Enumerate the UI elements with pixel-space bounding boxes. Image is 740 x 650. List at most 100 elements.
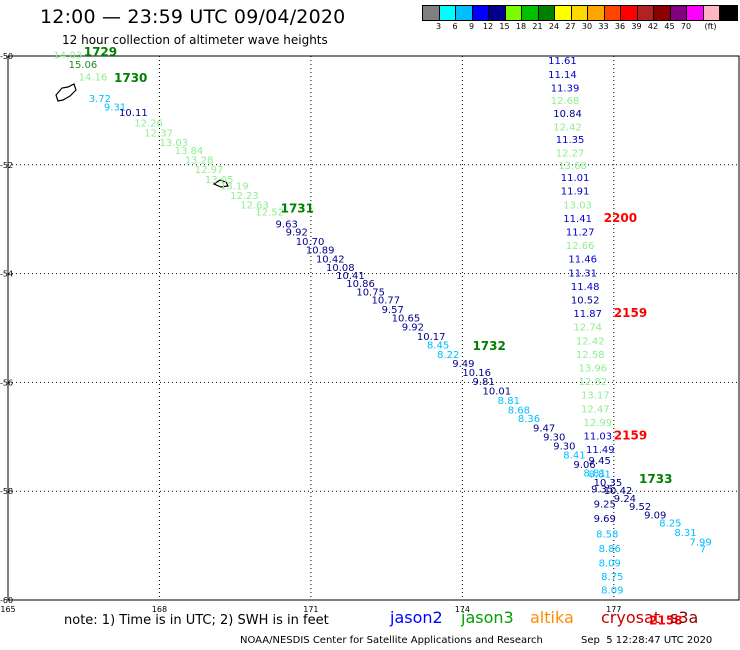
legend-cryosat: cryosat <box>601 608 661 627</box>
wave-height-colorbar <box>422 5 738 21</box>
pass-time-label: 1729 <box>84 45 117 59</box>
wave-height-value: 8.22 <box>437 350 459 361</box>
lat-label: -58 <box>0 487 13 496</box>
wave-height-value: 13.03 <box>563 200 592 211</box>
lat-label: -50 <box>0 52 13 61</box>
lat-label: -54 <box>0 270 13 279</box>
page-title: 12:00 — 23:59 UTC 09/04/2020 <box>40 6 346 28</box>
wave-height-value: 12.42 <box>553 123 582 134</box>
colorbar-label: 27 <box>565 22 576 31</box>
colorbar-swatch <box>687 6 704 20</box>
wave-height-value: 13.68 <box>558 161 587 172</box>
lat-label: -60 <box>0 596 13 605</box>
pass-time-label: 1733 <box>639 472 672 486</box>
colorbar-swatch <box>472 6 489 20</box>
wave-height-value: 8.09 <box>599 558 621 569</box>
wave-height-value: 10.41 <box>336 271 365 282</box>
wave-height-value: 11.91 <box>561 187 590 198</box>
wave-height-value: 12.68 <box>551 96 580 107</box>
wave-height-value: 12.63 <box>240 200 269 211</box>
colorbar-label: 45 <box>664 22 675 31</box>
wave-height-value: 8.09 <box>601 585 623 596</box>
colorbar-swatch <box>571 6 588 20</box>
wave-height-value: 10.08 <box>326 263 355 274</box>
wave-height-value: 8.36 <box>518 414 540 425</box>
wave-height-value: 13.19 <box>220 181 249 192</box>
wave-height-value: 9.30 <box>553 441 575 452</box>
wave-height-value: 10.75 <box>356 287 385 298</box>
lat-label: -56 <box>0 378 13 387</box>
wave-height-value: 12.27 <box>556 149 585 160</box>
lon-label: 165 <box>0 605 15 614</box>
legend-jason3: jason3 <box>461 608 514 627</box>
wave-height-value: 9.30 <box>543 433 565 444</box>
colorbar-swatch <box>621 6 638 20</box>
pass-time-label: 2159 <box>614 429 647 443</box>
pass-time-label: 1731 <box>281 202 314 216</box>
wave-height-value: 9.47 <box>533 423 555 434</box>
wave-height-value: 14.16 <box>79 72 108 83</box>
wave-height-value: 8.41 <box>563 451 585 462</box>
colorbar-swatch <box>720 6 737 20</box>
pass-time-label: 1732 <box>472 339 505 353</box>
colorbar-label: 15 <box>499 22 510 31</box>
wave-height-value: 9.31 <box>104 102 126 113</box>
colorbar-swatch <box>703 6 720 20</box>
wave-height-value: 11.61 <box>548 56 577 67</box>
wave-height-value: 10.42 <box>604 486 633 497</box>
wave-height-value: 12.47 <box>581 404 610 415</box>
wave-height-value: 9.24 <box>614 494 636 505</box>
legend-s3a: s3a <box>670 608 699 627</box>
wave-height-value: 13.84 <box>175 146 204 157</box>
colorbar-label: (ft) <box>704 22 717 31</box>
wave-height-value: 8.86 <box>599 544 621 555</box>
colorbar-label: 6 <box>452 22 458 31</box>
footer-note: note: 1) Time is in UTC; 2) SWH is in fe… <box>64 613 329 628</box>
wave-height-value: 9.57 <box>382 305 404 316</box>
wave-height-value: 9.49 <box>452 359 474 370</box>
wave-height-value: 9.45 <box>589 456 611 467</box>
wave-height-value: 8.25 <box>659 519 681 530</box>
wave-height-value: 8.81 <box>589 470 611 481</box>
wave-height-value: 9.69 <box>594 514 616 525</box>
wave-height-value: 11.41 <box>563 214 592 225</box>
wave-height-value: 12.52 <box>255 207 284 218</box>
wave-height-value: 12.74 <box>573 323 602 334</box>
colorbar-label: 12 <box>482 22 494 31</box>
wave-height-value: 11.46 <box>568 255 597 266</box>
wave-height-value: 10.65 <box>392 313 421 324</box>
wave-height-value: 8.45 <box>427 341 449 352</box>
colorbar-swatch <box>489 6 506 20</box>
page-subtitle: 12 hour collection of altimeter wave hei… <box>62 33 328 47</box>
wave-height-value: 15.06 <box>69 60 98 71</box>
wave-height-value: 11.31 <box>568 268 597 279</box>
wave-height-value: 10.16 <box>462 368 491 379</box>
pass-time-label: 1730 <box>114 71 147 85</box>
colorbar-swatch <box>505 6 522 20</box>
colorbar-label: 3 <box>435 22 442 31</box>
wave-height-value: 10.89 <box>306 245 335 256</box>
colorbar-label: 42 <box>647 22 659 31</box>
wave-height-value: 9.92 <box>402 323 424 334</box>
colorbar-swatch <box>670 6 687 20</box>
wave-height-value: 12.37 <box>144 129 173 140</box>
colorbar-label: 21 <box>532 22 543 31</box>
wave-height-value: 11.87 <box>573 309 602 320</box>
wave-height-value: 13.17 <box>581 391 610 402</box>
wave-height-value: 11.39 <box>551 83 580 94</box>
wave-height-value: 8.81 <box>584 469 606 480</box>
wave-height-value: 9.92 <box>286 228 308 239</box>
wave-height-value: 13.28 <box>185 156 214 167</box>
colorbar-swatch <box>456 6 473 20</box>
wave-height-value: 13.96 <box>578 364 607 375</box>
wave-height-value: 12.42 <box>576 336 605 347</box>
lon-label: 177 <box>606 605 621 614</box>
wave-height-value: 12.23 <box>230 191 259 202</box>
wave-height-value: 8.68 <box>508 405 530 416</box>
wave-height-value: 9.63 <box>276 219 298 230</box>
colorbar-label: 33 <box>598 22 609 31</box>
pass-time-label: 2200 <box>604 211 637 225</box>
wave-height-value: 10.35 <box>594 478 623 489</box>
legend-altika: altika <box>530 608 574 627</box>
